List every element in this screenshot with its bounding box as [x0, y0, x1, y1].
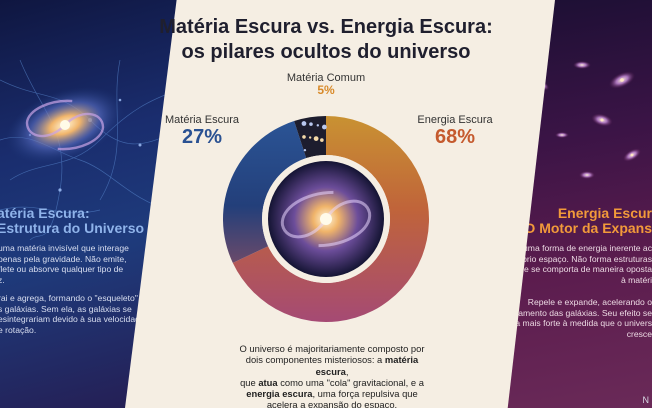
- caption-text: que: [240, 376, 259, 388]
- brand-logo: N: [642, 395, 650, 405]
- star-speck: [308, 136, 312, 139]
- dark-energy-description: É uma forma de energia inerente ac própr…: [484, 243, 652, 285]
- star-speck: [316, 124, 320, 127]
- summary-caption: O universo é majoritariamente composto p…: [232, 343, 432, 408]
- dark-matter-percent: 27%: [181, 126, 223, 148]
- dark-matter-role: rai e agrega, formando o "esqueleto" s g…: [0, 293, 173, 335]
- caption-highlight: matéria escura: [315, 354, 419, 377]
- text-line: e se comporta de maneira oposta: [523, 264, 652, 275]
- dark-matter-title: atéria Escura: Estrutura do Universo: [0, 206, 144, 236]
- spiral-galaxy-illustration: [5, 86, 125, 164]
- slice-dark-matter: [223, 121, 307, 263]
- text-line: esintegrariam devido à sua velocidade: [0, 314, 145, 325]
- text-line: z.: [0, 274, 5, 285]
- dark-matter-title-line1: atéria Escura:: [0, 205, 90, 221]
- page-title-line2: os pilares ocultos do universo: [181, 41, 471, 63]
- page-title: Matéria Escura vs. Energia Escura: os pi…: [150, 15, 502, 65]
- star-speck: [321, 124, 327, 130]
- text-line: próprio espaço. Não forma estruturas: [509, 253, 652, 264]
- text-line: É uma forma de energia inerente ac: [514, 243, 652, 253]
- caption-line: energia escura, uma força repulsiva que: [232, 388, 432, 399]
- caption-text: ,: [345, 365, 349, 377]
- caption-line: acelera a expansão do espaço.: [266, 399, 398, 408]
- dark-matter-description: uma matéria invisível que interage penas…: [0, 243, 173, 285]
- caption-text: como uma "cola" gravitacional, e a: [277, 376, 424, 388]
- text-line: s galáxias. Sem ela, as galáxias se: [0, 303, 132, 314]
- caption-line: O universo é majoritariamente composto p…: [239, 343, 425, 354]
- star-speck: [303, 148, 307, 152]
- dark-matter-panel: atéria Escura: Estrutura do Universo uma…: [0, 0, 178, 408]
- ordinary-matter-label: Matéria Comum: [286, 72, 366, 84]
- star-speck: [301, 121, 307, 126]
- star-speck: [313, 136, 319, 142]
- dark-energy-label: Energia Escura: [417, 114, 493, 126]
- dark-energy-title-line1: Energia Escur: [557, 205, 652, 221]
- ordinary-matter-percent: 5%: [317, 83, 335, 97]
- star-speck: [320, 138, 324, 142]
- dark-energy-role: Repele e expande, acelerando o afastamen…: [484, 297, 652, 339]
- dark-energy-title: Energia Escur O Motor da Expans: [482, 206, 652, 236]
- text-line: torna mais forte à medida que o univers: [500, 318, 652, 329]
- text-line: Repele e expande, acelerando o: [527, 297, 652, 307]
- dark-matter-label: Matéria Escura: [165, 114, 239, 126]
- dark-energy-percent: 68%: [434, 126, 476, 148]
- caption-text: dois componentes misteriosos: a: [245, 354, 385, 366]
- caption-line: que atua como uma "cola" gravitacional, …: [232, 377, 432, 388]
- text-line: flete ou absorve qualquer tipo de: [0, 264, 124, 275]
- slice-dark-energy: [232, 116, 429, 322]
- star-speck: [302, 135, 306, 139]
- text-line: cresce: [626, 328, 652, 339]
- text-line: à matéri: [620, 274, 652, 285]
- caption-highlight: atua: [258, 376, 278, 388]
- caption-text: , uma força repulsiva que: [312, 388, 418, 400]
- page-title-line1: Matéria Escura vs. Energia Escura:: [159, 16, 493, 38]
- galaxy-arms: [280, 190, 372, 248]
- text-line: penas pela gravidade. Não emite,: [0, 253, 127, 264]
- text-line: e rotação.: [0, 324, 37, 335]
- text-line: rai e agrega, formando o "esqueleto": [0, 293, 138, 303]
- text-line: afastamento das galáxias. Seu efeito se: [499, 307, 652, 318]
- star-speck: [309, 122, 313, 126]
- dark-matter-title-line2: Estrutura do Universo: [0, 220, 145, 236]
- caption-highlight: energia escura: [246, 388, 313, 400]
- caption-line: dois componentes misteriosos: a matéria …: [232, 354, 432, 377]
- text-line: uma matéria invisível que interage: [0, 243, 129, 253]
- dark-energy-title-line2: O Motor da Expans: [524, 220, 652, 236]
